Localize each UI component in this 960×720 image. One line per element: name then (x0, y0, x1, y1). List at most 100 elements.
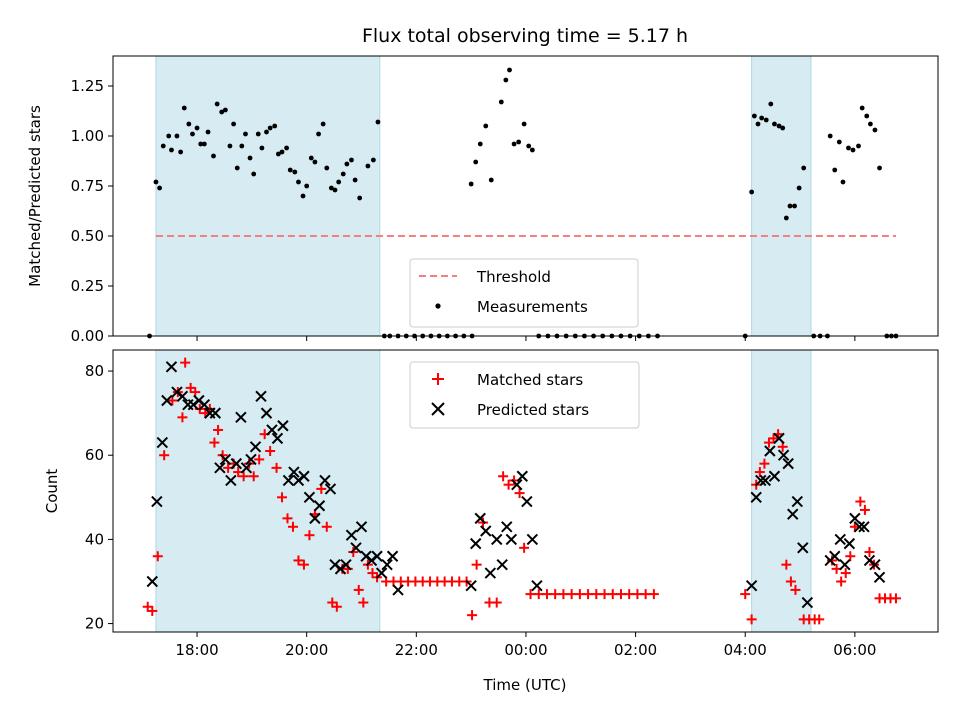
predicted-star-point (245, 453, 257, 466)
measurement-point (340, 171, 346, 177)
measurement-point (287, 167, 293, 173)
measurement-point (243, 131, 248, 137)
measurement-point (749, 189, 755, 195)
top-chart-title: Flux total observing time = 5.17 h (362, 25, 688, 47)
predicted-star-point (309, 512, 321, 525)
measurement-point (190, 131, 195, 137)
predicted-star-point (225, 474, 237, 487)
matched-star-point (836, 576, 847, 587)
measurement-point (332, 187, 338, 193)
predicted-star-point (176, 390, 189, 403)
measurement-point (783, 215, 789, 221)
measurement-point (349, 157, 354, 163)
measurement-point (300, 193, 306, 199)
predicted-star-point (853, 521, 866, 533)
matched-star-point (282, 513, 293, 524)
bottom-shaded-interval (155, 349, 381, 633)
matched-star-point (293, 555, 304, 566)
matched-star-point (152, 551, 163, 562)
measurement-point (308, 155, 314, 161)
predicted-star-point (381, 558, 393, 571)
predicted-star-point (240, 462, 253, 474)
measurement-point (153, 179, 159, 185)
top-y-tick-label: 1.25 (71, 77, 104, 95)
bottom-legend-box (409, 361, 640, 429)
x-tick-label: 06:00 (833, 641, 876, 659)
measurement-point (832, 167, 838, 173)
legend-predicted-swatch (431, 402, 445, 416)
matched-star-point (467, 610, 478, 621)
bottom-y-tick-label: 20 (85, 615, 104, 633)
measurement-point (296, 179, 301, 185)
measurement-point (780, 125, 786, 131)
matched-star-point (331, 601, 342, 612)
bottom-y-tick-label: 80 (85, 362, 104, 380)
predicted-star-point (773, 432, 785, 445)
predicted-star-point (505, 533, 518, 546)
predicted-star-point (214, 462, 226, 474)
predicted-star-point (161, 394, 173, 407)
predicted-star-point (282, 474, 295, 487)
measurement-point (292, 169, 298, 175)
measurement-point (483, 123, 489, 129)
measurement-point (867, 121, 873, 127)
measurement-point (169, 147, 174, 153)
measurement-point (219, 109, 225, 115)
measurement-point (251, 171, 257, 177)
x-tick-label: 02:00 (614, 641, 657, 659)
measurement-point (214, 101, 220, 107)
measurement-point (328, 185, 334, 191)
matched-star-point (759, 458, 770, 469)
measurement-point (801, 165, 807, 171)
predicted-star-point (230, 457, 243, 470)
matched-star-point (859, 504, 870, 515)
matched-star-point (503, 479, 514, 490)
predicted-star-point (288, 466, 300, 478)
measurement-point (529, 147, 535, 153)
predicted-star-point (750, 491, 762, 504)
predicted-star-point (829, 550, 841, 562)
measurement-point (181, 105, 187, 111)
measurement-point (872, 127, 878, 133)
predicted-star-point (219, 453, 232, 466)
measurement-point (178, 149, 184, 155)
predicted-star-point (791, 495, 804, 508)
matched-star-point (790, 584, 801, 595)
predicted-star-point (156, 436, 169, 449)
matched-star-point (147, 605, 158, 616)
measurement-point (272, 123, 278, 129)
measurement-point (344, 161, 350, 167)
x-tick-label: 04:00 (724, 641, 767, 659)
measurement-point (267, 125, 273, 131)
predicted-star-point (340, 558, 352, 571)
measurement-point (264, 129, 269, 135)
matched-star-point (471, 559, 482, 570)
measurement-point (222, 107, 228, 113)
predicted-star-point (764, 445, 776, 457)
bottom-x-axis-label: Time (UTC) (483, 676, 567, 694)
measurement-point (284, 145, 289, 151)
predicted-star-point (165, 361, 178, 373)
predicted-star-point (834, 533, 846, 546)
top-x-ticks (196, 336, 856, 341)
measurement-point (160, 143, 166, 149)
measurement-point (320, 121, 326, 127)
measurement-point (796, 185, 802, 191)
predicted-star-point (858, 521, 870, 533)
top-panel: 0.00 0.25 0.50 0.75 1.00 1.25 Flux total obse… (26, 25, 939, 345)
matched-star-point (321, 521, 332, 532)
predicted-star-point (277, 420, 289, 432)
predicted-star-point (768, 470, 781, 482)
measurement-point (856, 143, 861, 149)
matched-star-point (746, 614, 757, 625)
measurement-point (526, 143, 532, 149)
predicted-star-point (496, 558, 508, 571)
matched-star-point (177, 412, 188, 423)
predicted-star-point (350, 542, 362, 554)
top-shaded-intervals (155, 55, 812, 337)
top-y-tick-label: 0.25 (71, 277, 104, 295)
predicted-star-point (797, 542, 809, 554)
predicted-star-point (782, 457, 794, 470)
measurement-point (259, 145, 265, 151)
